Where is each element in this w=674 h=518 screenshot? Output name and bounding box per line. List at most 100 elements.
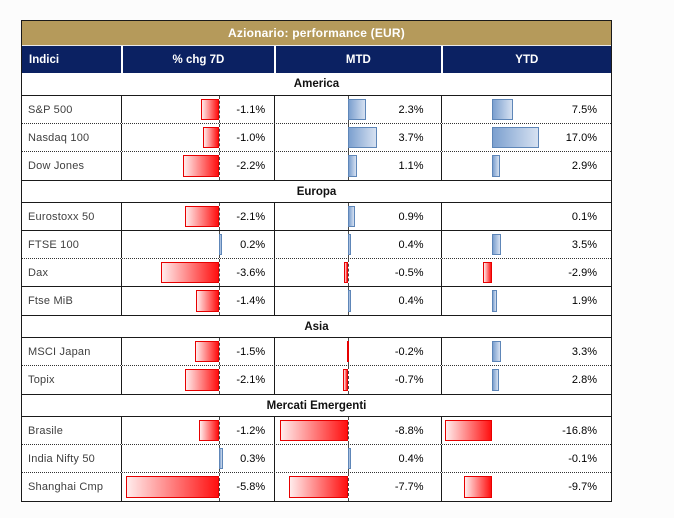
bar-cell-ytd: 1.9% [440, 287, 611, 315]
value-mtd: 0.4% [398, 452, 424, 465]
value-mtd: -7.7% [394, 481, 424, 493]
value-ytd: 3.3% [571, 345, 597, 358]
negative-bar [483, 262, 492, 283]
table-row: MSCI Japan -1.5% -0.2% 3.3% [22, 338, 611, 366]
axis-line [348, 338, 350, 365]
value-mtd: 0.4% [398, 295, 424, 307]
value-chg7d: 0.3% [240, 452, 266, 465]
table-row: FTSE 100 0.2% 0.4% 3.5% [22, 231, 611, 259]
positive-bar [491, 99, 513, 120]
value-chg7d: -3.6% [236, 266, 266, 279]
row-label: Brasile [28, 424, 64, 437]
axis-line [218, 259, 220, 286]
column-header-row: Indici % chg 7D MTD YTD [22, 46, 611, 73]
bar-cell-ytd: 2.9% [440, 152, 611, 180]
negative-bar [288, 476, 349, 498]
positive-bar [491, 369, 500, 391]
negative-bar [161, 262, 219, 283]
value-ytd: 2.8% [571, 374, 597, 386]
positive-bar [491, 155, 500, 177]
positive-bar [218, 234, 222, 255]
bar-cell-chg7d: -2.1% [120, 366, 274, 394]
axis-line [218, 417, 220, 444]
section-header: Europa [22, 180, 611, 203]
value-ytd: 2.9% [571, 160, 597, 172]
table-row: Dax -3.6% -0.5% -2.9% [22, 259, 611, 287]
row-label: MSCI Japan [28, 345, 91, 358]
value-ytd: 1.9% [571, 295, 597, 307]
bar-cell-ytd: 0.1% [440, 203, 611, 230]
bar-cell-ytd: 2.8% [440, 366, 611, 394]
section-header: Mercati Emergenti [22, 394, 611, 417]
bar-cell-mtd: -0.7% [274, 366, 440, 394]
value-ytd: -9.7% [568, 481, 597, 493]
value-mtd: 2.3% [398, 103, 424, 116]
negative-bar [464, 476, 492, 498]
value-chg7d: 0.2% [240, 238, 266, 251]
axis-line [218, 152, 220, 180]
positive-bar [491, 234, 502, 255]
negative-bar [199, 420, 219, 441]
value-mtd: -0.7% [394, 374, 424, 386]
bar-cell-chg7d: -5.8% [120, 473, 274, 501]
value-mtd: -8.8% [394, 424, 424, 437]
value-chg7d: -1.5% [236, 345, 266, 358]
section-america: America S&P 500 -1.1% 2.3% 7.5% Nasdaq 100 -1.… [22, 73, 611, 180]
bar-cell-chg7d: -1.1% [120, 96, 274, 123]
table-row: Nasdaq 100 -1.0% 3.7% 17.0% [22, 124, 611, 152]
negative-bar [185, 369, 219, 391]
value-mtd: 1.1% [398, 160, 424, 172]
negative-bar [185, 206, 219, 227]
table-title-text: Azionario: performance (EUR) [228, 26, 405, 40]
axis-line [348, 417, 350, 444]
value-ytd: -16.8% [562, 424, 597, 437]
value-ytd: -2.9% [568, 266, 597, 279]
positive-bar [491, 341, 501, 362]
bar-cell-ytd: -9.7% [440, 473, 611, 501]
value-chg7d: -2.1% [236, 210, 266, 223]
bar-cell-mtd: 0.4% [274, 445, 440, 472]
bar-cell-ytd: 3.3% [440, 338, 611, 365]
value-mtd: 0.9% [398, 210, 424, 223]
value-ytd: 7.5% [571, 103, 597, 116]
bar-cell-mtd: 0.9% [274, 203, 440, 230]
positive-bar [218, 448, 224, 469]
negative-bar [201, 99, 219, 120]
bar-cell-mtd: -8.8% [274, 417, 440, 444]
bar-cell-chg7d: -2.2% [120, 152, 274, 180]
row-label: Shanghai Cmp [28, 481, 104, 493]
axis-line [218, 96, 220, 123]
axis-line [218, 287, 220, 315]
positive-bar [491, 127, 540, 148]
value-chg7d: -1.2% [236, 424, 266, 437]
row-label: Topix [28, 374, 55, 386]
row-label: Dow Jones [28, 160, 85, 172]
negative-bar [196, 290, 219, 312]
row-label: S&P 500 [28, 103, 73, 116]
bar-cell-ytd: -16.8% [440, 417, 611, 444]
bar-cell-ytd: 3.5% [440, 231, 611, 258]
table-row: S&P 500 -1.1% 2.3% 7.5% [22, 96, 611, 124]
bar-cell-ytd: -0.1% [440, 445, 611, 472]
positive-bar [348, 448, 352, 469]
bar-cell-chg7d: -3.6% [120, 259, 274, 286]
value-ytd: -0.1% [568, 452, 597, 465]
positive-bar [348, 99, 366, 120]
value-mtd: 3.7% [398, 131, 424, 144]
axis-line [348, 366, 350, 394]
value-ytd: 17.0% [565, 131, 597, 144]
value-chg7d: -1.0% [236, 131, 266, 144]
table-row: Ftse MiB -1.4% 0.4% 1.9% [22, 287, 611, 315]
bar-cell-ytd: -2.9% [440, 259, 611, 286]
bar-cell-mtd: 0.4% [274, 231, 440, 258]
negative-bar [125, 476, 219, 498]
value-chg7d: -2.2% [236, 160, 266, 172]
value-chg7d: -5.8% [236, 481, 266, 493]
section-header: Asia [22, 315, 611, 338]
table-row: Brasile -1.2% -8.8% -16.8% [22, 417, 611, 445]
bar-cell-mtd: -0.5% [274, 259, 440, 286]
axis-line [348, 259, 350, 286]
bar-cell-chg7d: -2.1% [120, 203, 274, 230]
row-label: Eurostoxx 50 [28, 210, 95, 223]
negative-bar [344, 262, 349, 283]
